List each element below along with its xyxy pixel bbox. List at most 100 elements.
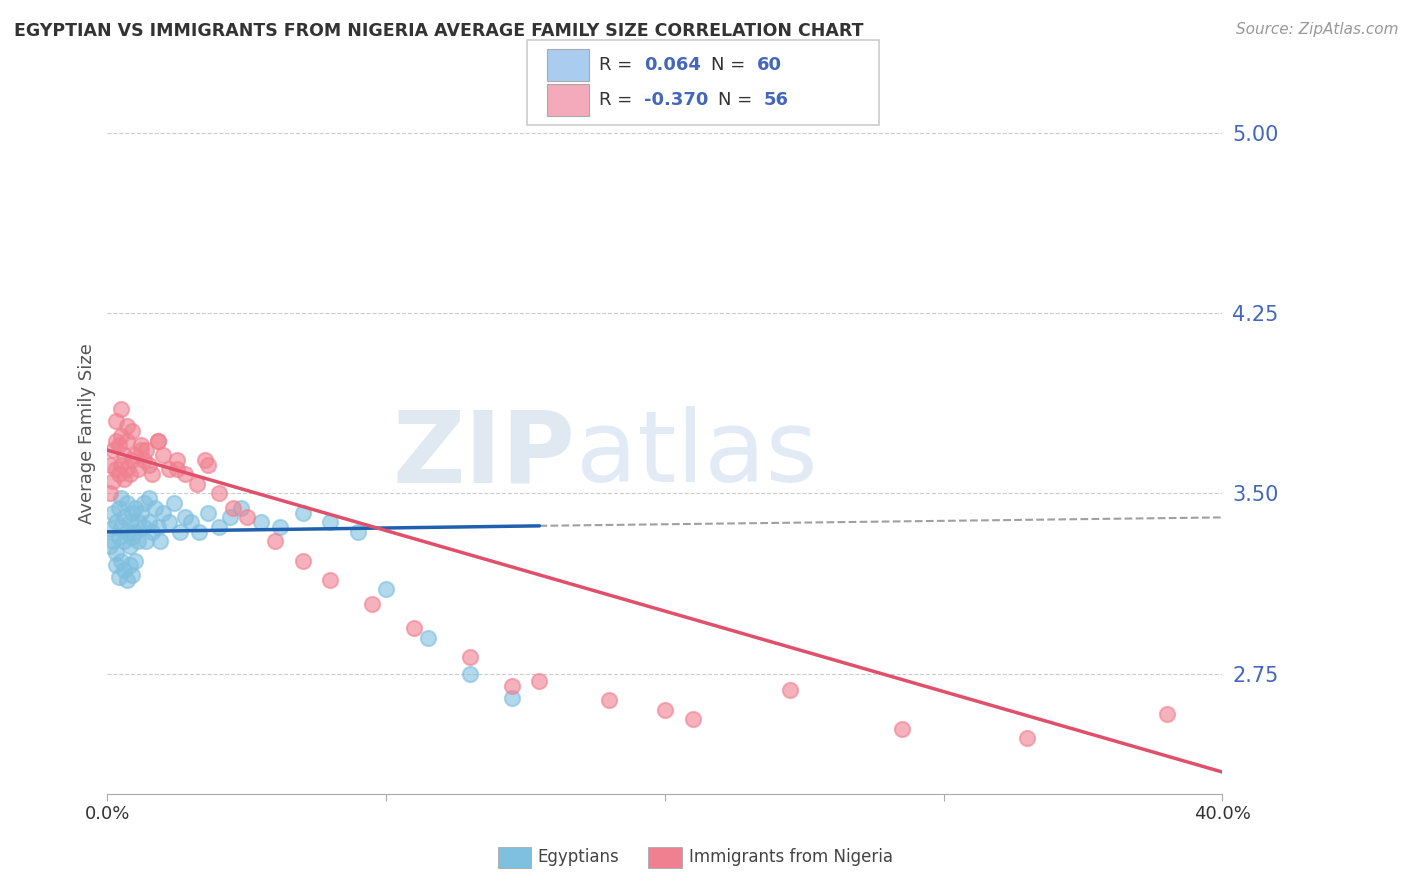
Point (654, 703, 676, 717)
Point (98, 458, 121, 472)
Point (458, 649, 481, 664)
Point (104, 462, 127, 476)
Text: 0.064: 0.064 (644, 56, 700, 74)
Point (149, 534, 172, 549)
Point (169, 524, 191, 539)
Point (132, 520, 155, 534)
Text: atlas: atlas (575, 407, 817, 503)
Point (152, 448, 174, 462)
Point (104, 414, 127, 428)
Point (129, 506, 152, 520)
Point (129, 443, 152, 458)
Text: N =: N = (718, 91, 758, 109)
Point (197, 458, 219, 472)
Point (107, 438, 129, 452)
Point (890, 722, 912, 736)
Point (208, 520, 231, 534)
Point (375, 582, 398, 597)
Point (138, 491, 160, 506)
Text: R =: R = (599, 91, 638, 109)
Point (138, 458, 160, 472)
Point (98, 539, 121, 553)
Text: R =: R = (599, 56, 638, 74)
Point (112, 563, 135, 577)
Point (269, 520, 291, 534)
Point (110, 458, 132, 472)
Point (107, 570, 129, 584)
Point (1156, 707, 1178, 722)
Point (143, 500, 166, 515)
Point (174, 467, 197, 482)
Point (146, 434, 169, 448)
Point (127, 534, 149, 549)
Text: 60: 60 (756, 56, 782, 74)
Point (129, 438, 152, 452)
Point (188, 524, 211, 539)
Point (402, 621, 425, 635)
Point (115, 419, 138, 434)
Point (118, 539, 141, 553)
Point (501, 690, 523, 705)
Text: Immigrants from Nigeria: Immigrants from Nigeria (689, 848, 893, 866)
Point (104, 434, 127, 448)
Point (112, 472, 135, 486)
Point (208, 486, 231, 500)
Point (135, 534, 157, 549)
Point (219, 510, 242, 524)
Point (118, 467, 141, 482)
Point (127, 515, 149, 529)
Point (104, 515, 127, 529)
Point (121, 530, 143, 544)
Point (110, 491, 132, 506)
Text: -0.370: -0.370 (644, 91, 709, 109)
Point (115, 573, 138, 587)
Point (1017, 731, 1039, 746)
Point (127, 462, 149, 476)
Point (124, 554, 146, 568)
Point (779, 683, 801, 698)
Point (112, 448, 135, 462)
Point (236, 510, 259, 524)
Point (104, 558, 127, 573)
Point (110, 402, 132, 417)
Point (115, 496, 138, 510)
Point (347, 524, 370, 539)
Point (107, 530, 129, 544)
Point (101, 443, 124, 458)
Text: N =: N = (711, 56, 751, 74)
Point (115, 462, 138, 476)
Point (319, 515, 342, 529)
Point (458, 666, 481, 681)
Point (291, 506, 314, 520)
Point (249, 515, 271, 529)
Point (152, 506, 174, 520)
Text: ZIP: ZIP (392, 407, 575, 503)
Point (682, 712, 704, 726)
Point (180, 515, 202, 529)
Point (157, 515, 180, 529)
Point (163, 496, 186, 510)
Point (598, 693, 620, 707)
Point (319, 573, 342, 587)
Point (121, 424, 143, 438)
Point (110, 520, 132, 534)
Point (98, 486, 121, 500)
Point (186, 476, 208, 491)
Point (291, 554, 314, 568)
Point (115, 434, 138, 448)
Point (529, 673, 551, 688)
Point (110, 428, 132, 442)
Point (166, 452, 188, 467)
Text: EGYPTIAN VS IMMIGRANTS FROM NIGERIA AVERAGE FAMILY SIZE CORRELATION CHART: EGYPTIAN VS IMMIGRANTS FROM NIGERIA AVER… (14, 22, 863, 40)
Point (132, 452, 155, 467)
Point (121, 506, 143, 520)
Point (194, 452, 217, 467)
Point (101, 475, 124, 489)
Y-axis label: Average Family Size: Average Family Size (79, 343, 96, 524)
Point (112, 510, 135, 524)
Point (231, 500, 253, 515)
Point (197, 506, 219, 520)
Point (101, 534, 124, 549)
Point (416, 631, 439, 645)
Point (132, 496, 155, 510)
